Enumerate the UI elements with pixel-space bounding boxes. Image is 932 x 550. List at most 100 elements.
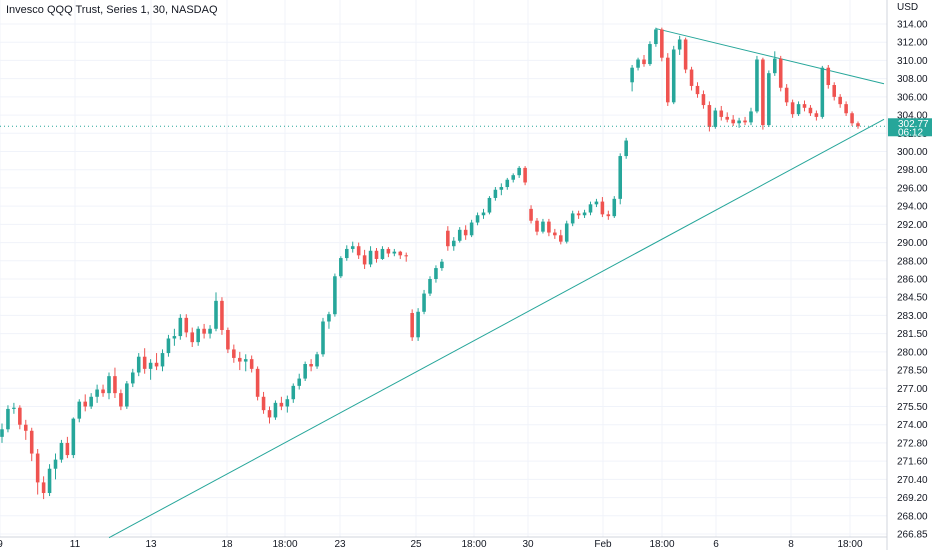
trendline-resistance bbox=[655, 28, 885, 85]
candle-body bbox=[689, 69, 694, 86]
candle-body bbox=[576, 213, 581, 216]
candle-body bbox=[178, 317, 183, 337]
candle-body bbox=[499, 187, 504, 190]
y-tick-label: 288.00 bbox=[897, 256, 928, 267]
x-tick-label: 23 bbox=[334, 539, 346, 550]
price-axis-currency: USD bbox=[897, 2, 918, 13]
candle-body bbox=[386, 248, 391, 254]
last-price-badge bbox=[888, 118, 932, 137]
candle-body bbox=[558, 235, 563, 242]
candle-body bbox=[142, 356, 147, 369]
trendline-support bbox=[108, 118, 885, 539]
candle-body bbox=[660, 29, 664, 58]
candle-body bbox=[232, 349, 236, 358]
x-tick-label: Feb bbox=[594, 539, 612, 550]
candle-body bbox=[95, 389, 99, 397]
x-tick-label: 18:00 bbox=[272, 539, 297, 550]
candle-body bbox=[261, 396, 266, 411]
candle-body bbox=[505, 179, 510, 188]
candle-body bbox=[321, 321, 325, 355]
candle-body bbox=[588, 204, 593, 213]
candle-body bbox=[511, 175, 516, 180]
candle-body bbox=[784, 87, 789, 103]
candle-body bbox=[344, 248, 349, 259]
candle-body bbox=[89, 396, 93, 407]
candle-body bbox=[267, 410, 272, 418]
candle-body bbox=[77, 401, 82, 419]
candle-body bbox=[184, 317, 189, 333]
candle-body bbox=[125, 383, 129, 407]
candle-body bbox=[487, 197, 492, 213]
candle-body bbox=[136, 356, 141, 373]
candle-body bbox=[665, 57, 670, 103]
candle-body bbox=[523, 167, 527, 183]
x-tick-label: 6 bbox=[713, 539, 719, 550]
candle-body bbox=[838, 96, 842, 105]
x-tick-label: 13 bbox=[145, 539, 157, 550]
candle-body bbox=[457, 229, 462, 241]
candle-body bbox=[237, 357, 242, 362]
candle-body bbox=[220, 300, 224, 330]
candle-body bbox=[624, 140, 628, 157]
candle-body bbox=[529, 208, 533, 221]
candle-body bbox=[65, 442, 70, 456]
y-tick-label: 268.00 bbox=[897, 511, 928, 522]
candle-body bbox=[398, 251, 403, 256]
candle-body bbox=[368, 250, 373, 265]
candle-body bbox=[309, 364, 313, 367]
y-tick-label: 269.20 bbox=[897, 493, 928, 504]
candle-body bbox=[285, 399, 290, 407]
y-tick-label: 275.50 bbox=[897, 402, 928, 413]
candle-body bbox=[677, 39, 682, 50]
candle-body bbox=[630, 67, 634, 83]
candle-body bbox=[451, 240, 456, 247]
last-price-countdown: 06:12 bbox=[898, 127, 923, 138]
candle-body bbox=[493, 189, 498, 198]
candle-body bbox=[41, 482, 46, 494]
candle-body bbox=[755, 59, 759, 112]
candle-body bbox=[547, 221, 551, 233]
candle-body bbox=[553, 232, 557, 236]
candle-body bbox=[826, 67, 831, 86]
candle-body bbox=[404, 255, 409, 257]
candle-body bbox=[59, 442, 64, 460]
candle-body bbox=[731, 119, 735, 124]
candle-body bbox=[636, 59, 640, 68]
candle-body bbox=[475, 215, 480, 223]
candle-body bbox=[119, 393, 123, 407]
candle-body bbox=[820, 67, 825, 117]
candle-body bbox=[339, 258, 343, 277]
candle-body bbox=[606, 214, 611, 217]
y-tick-label: 294.00 bbox=[897, 202, 928, 213]
candle-body bbox=[410, 313, 414, 338]
y-tick-label: 286.00 bbox=[897, 275, 928, 286]
candle-body bbox=[327, 314, 331, 322]
candle-body bbox=[683, 39, 688, 70]
candle-body bbox=[796, 104, 801, 115]
candle-body bbox=[654, 29, 658, 45]
y-tick-label: 300.00 bbox=[897, 147, 928, 158]
y-tick-label: 280.00 bbox=[897, 347, 928, 358]
candle-body bbox=[196, 328, 200, 343]
candle-body bbox=[249, 359, 254, 369]
x-tick-label: 9 bbox=[0, 539, 3, 550]
y-tick-label: 277.00 bbox=[897, 384, 928, 395]
candle-body bbox=[469, 222, 474, 236]
candle-body bbox=[713, 110, 718, 127]
candle-body bbox=[6, 408, 10, 430]
x-tick-label: 18 bbox=[221, 539, 233, 550]
candle-body bbox=[446, 230, 450, 247]
candle-body bbox=[160, 353, 165, 367]
candle-body bbox=[166, 338, 171, 354]
candle-body bbox=[279, 402, 284, 407]
candle-body bbox=[844, 104, 848, 114]
candle-body bbox=[148, 362, 153, 369]
y-tick-label: 283.00 bbox=[897, 311, 928, 322]
y-tick-label: 292.00 bbox=[897, 220, 928, 231]
candle-body bbox=[392, 251, 397, 254]
candle-body bbox=[303, 364, 307, 379]
candle-body bbox=[648, 44, 652, 65]
candle-body bbox=[564, 223, 569, 242]
candle-body bbox=[535, 220, 539, 232]
